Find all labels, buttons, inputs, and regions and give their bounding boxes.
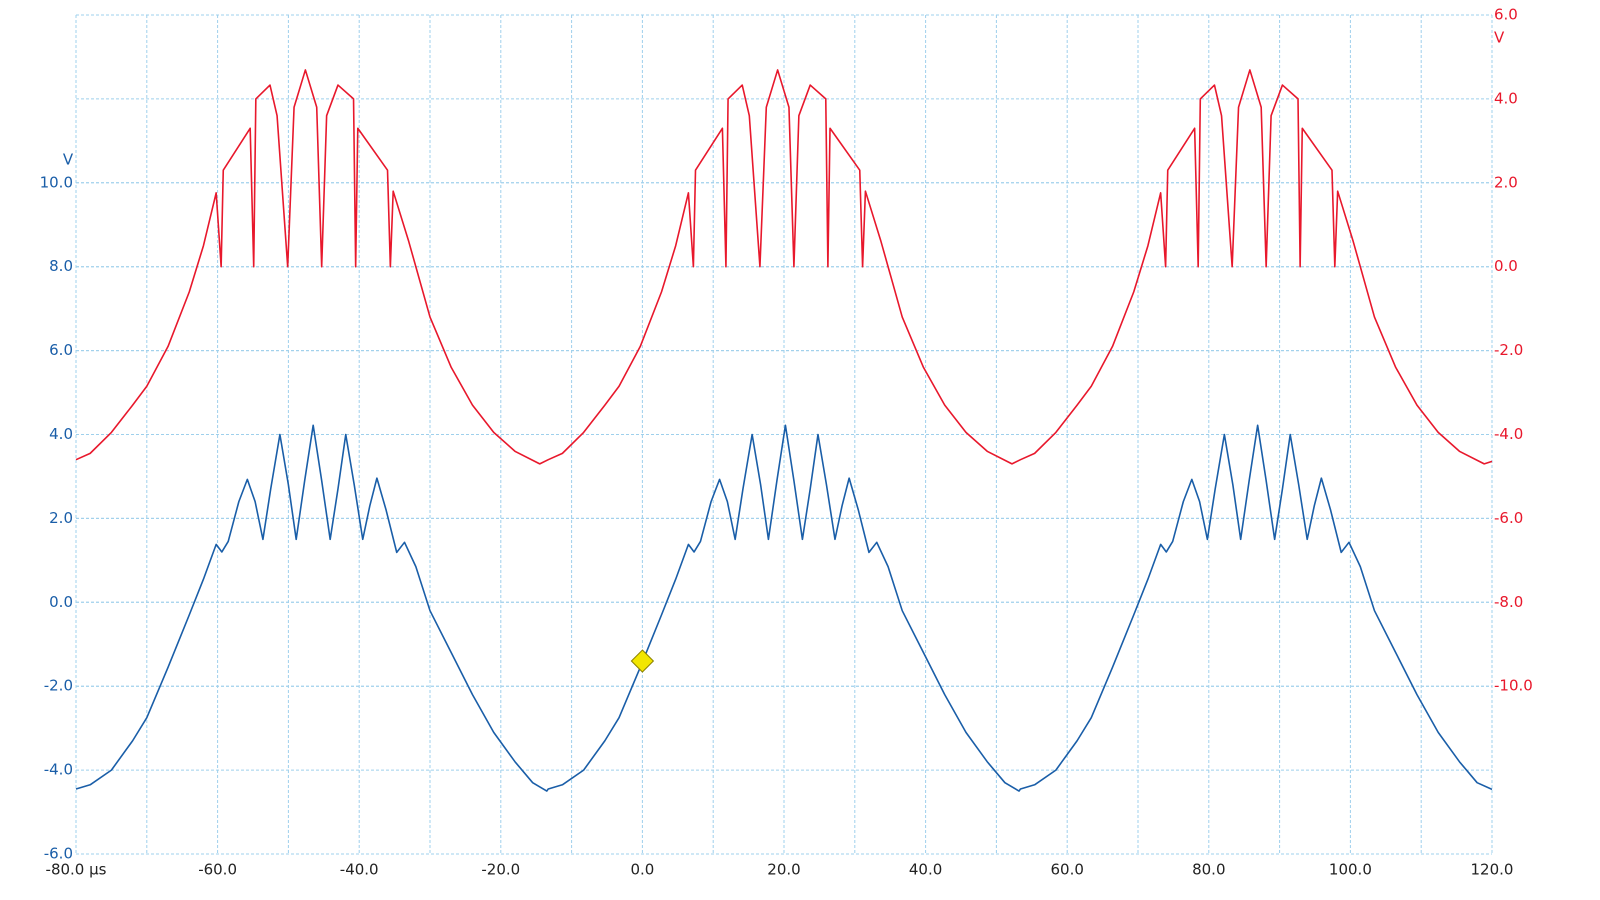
trace	[75, 424, 1493, 792]
y2-unit: V	[1494, 29, 1505, 47]
x-tick-label: 40.0	[909, 861, 942, 879]
y-tick-label: -2.0	[44, 677, 73, 695]
y-tick-label: 10.0	[40, 173, 73, 191]
x-tick-label: 120.0	[1471, 861, 1514, 879]
y-tick-label: 4.0	[49, 425, 73, 443]
trace	[75, 69, 1493, 465]
y2-tick-label: 4.0	[1494, 89, 1518, 107]
x-tick-label: -60.0	[198, 861, 237, 879]
x-tick-label: 0.0	[630, 861, 654, 879]
y2-tick-label: -4.0	[1494, 425, 1523, 443]
y-tick-label: 2.0	[49, 509, 73, 527]
x-tick-label: 20.0	[767, 861, 800, 879]
y-tick-label: 8.0	[49, 257, 73, 275]
y-tick-label: 0.0	[49, 593, 73, 611]
y-unit: V	[63, 151, 74, 169]
y-tick-label: -4.0	[44, 761, 73, 779]
y2-tick-label: -8.0	[1494, 593, 1523, 611]
y2-tick-label: 0.0	[1494, 257, 1518, 275]
x-tick-label: -20.0	[481, 861, 520, 879]
x-tick-label: 100.0	[1329, 861, 1372, 879]
y2-tick-label: -6.0	[1494, 509, 1523, 527]
trigger-marker	[630, 649, 655, 673]
y2-tick-label: -2.0	[1494, 341, 1523, 359]
x-tick-label: -40.0	[340, 861, 379, 879]
y2-tick-label: -10.0	[1494, 677, 1533, 695]
x-tick-label: 60.0	[1050, 861, 1083, 879]
x-tick-label: -80.0 µs	[46, 861, 107, 879]
y2-tick-label: 6.0	[1494, 6, 1518, 24]
y2-tick-label: 2.0	[1494, 173, 1518, 191]
x-tick-label: 80.0	[1192, 861, 1225, 879]
y-tick-label: -6.0	[44, 845, 73, 863]
y-tick-label: 6.0	[49, 341, 73, 359]
